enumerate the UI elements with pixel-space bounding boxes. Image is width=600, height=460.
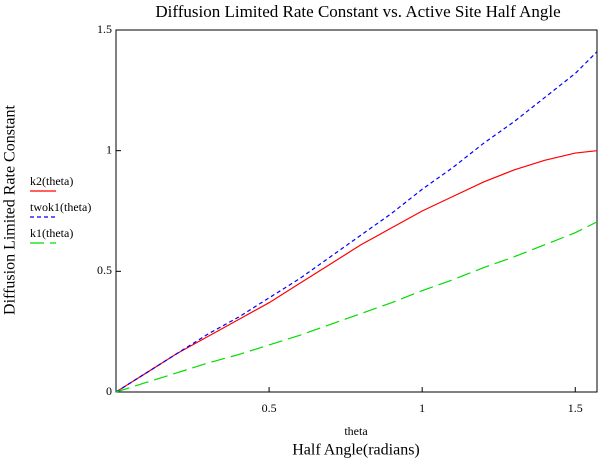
y-tick-label: 1 <box>106 142 112 156</box>
x-tick-label: 1 <box>419 401 425 415</box>
legend-label: twok1(theta) <box>30 200 91 214</box>
x-axis-label: Half Angle(radians) <box>292 442 420 459</box>
x-tick-label: 1.5 <box>568 401 583 415</box>
y-tick-label: 1.5 <box>97 22 112 36</box>
series-line <box>115 51 598 393</box>
chart-title: Diffusion Limited Rate Constant vs. Acti… <box>155 2 560 21</box>
y-axis-label: Diffusion Limited Rate Constant <box>2 104 19 314</box>
legend-label: k1(theta) <box>30 226 73 240</box>
y-tick-label: 0 <box>106 384 112 398</box>
series-line <box>115 221 598 393</box>
x-tick-label: 0.5 <box>262 401 277 415</box>
plot-frame <box>115 29 598 393</box>
x-variable: theta <box>344 424 368 438</box>
legend-label: k2(theta) <box>30 174 73 188</box>
series-line <box>115 150 598 393</box>
y-tick-label: 0.5 <box>97 263 112 277</box>
